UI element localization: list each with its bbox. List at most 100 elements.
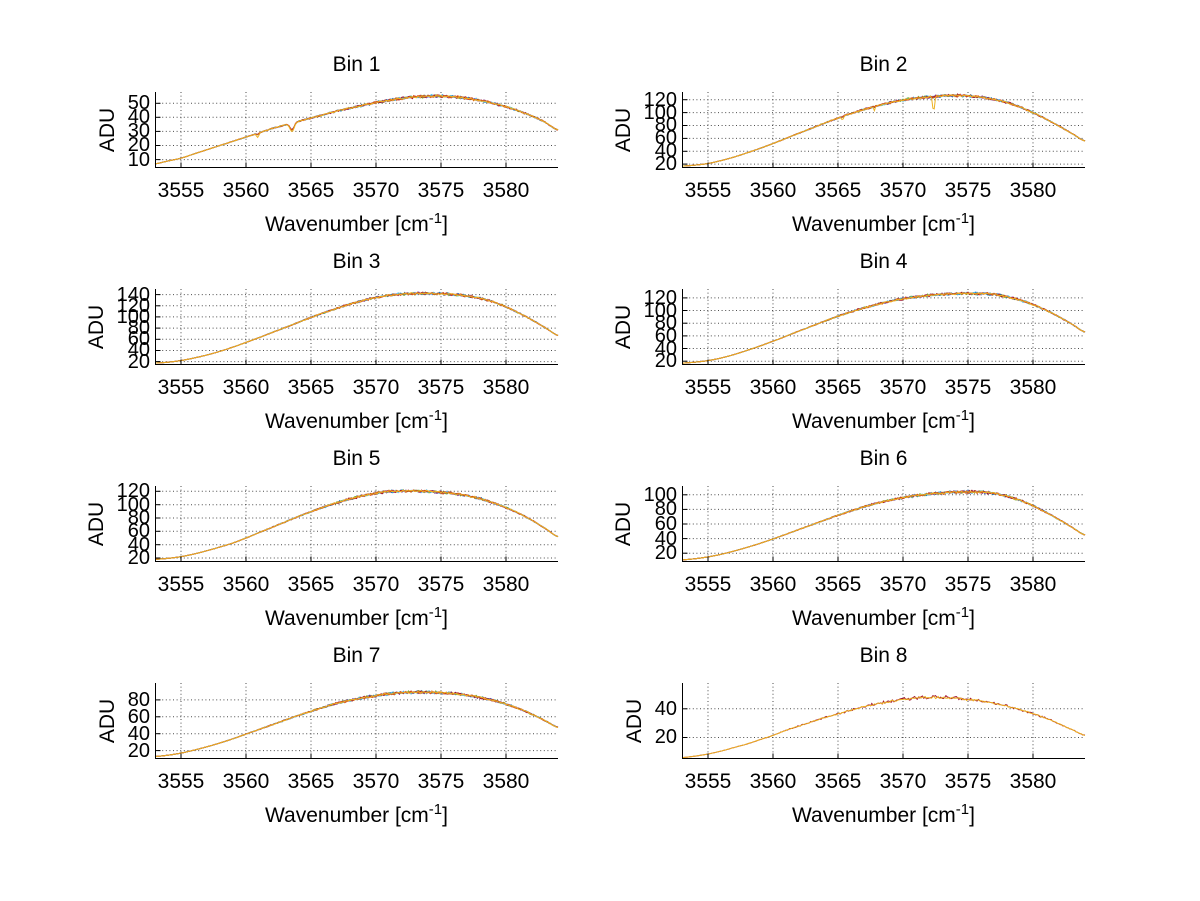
series-line: [681, 93, 1086, 167]
x-tick-label: 3575: [417, 770, 465, 793]
y-tick-label: 40: [654, 527, 677, 550]
x-axis-label-superscript: -1: [428, 801, 443, 818]
series-line: [681, 94, 1086, 167]
plot-title: Bin 8: [859, 644, 908, 667]
x-tick-label: 3555: [157, 573, 205, 596]
x-tick-label: 3575: [944, 179, 992, 202]
y-tick-label: 40: [127, 339, 150, 362]
y-axis-label: ADU: [84, 501, 108, 547]
y-tick-label: 10: [127, 148, 150, 171]
x-tick-label: 3555: [684, 376, 732, 399]
x-tick-label: 3580: [1009, 179, 1057, 202]
x-tick-label: 3575: [417, 573, 465, 596]
x-axis-label-superscript: -1: [955, 210, 970, 227]
x-tick-label: 3575: [944, 573, 992, 596]
x-tick-label: 3560: [749, 573, 797, 596]
y-tick-label: 40: [654, 140, 677, 163]
series-line: [681, 93, 1086, 167]
plot-area: [154, 289, 559, 365]
x-tick-label: 3565: [814, 573, 862, 596]
subplot-bin-6: Bin 6 ADU 20 40 60 80 100 3555 3560 3565 3570 35…: [532, 444, 1132, 649]
y-tick-label: 80: [654, 312, 677, 335]
x-tick-label: 3580: [1009, 770, 1057, 793]
x-axis-label-text: Wavenumber [cm: [792, 213, 956, 236]
x-tick-label: 3575: [944, 770, 992, 793]
x-axis-label-text: Wavenumber [cm: [265, 607, 429, 630]
subplot-bin-8: Bin 8 ADU 20 40 3555 3560 3565 3570 3575 3580 …: [532, 641, 1132, 846]
x-axis-label: Wavenumber [cm-1]: [682, 210, 1085, 237]
plot-title: Bin 5: [332, 447, 381, 470]
series-line: [681, 93, 1086, 167]
plot-area: [155, 486, 559, 562]
x-tick-label: 3575: [944, 376, 992, 399]
x-tick-label: 3560: [222, 179, 270, 202]
x-axis-label-close: ]: [442, 804, 448, 827]
y-tick-label: 20: [654, 153, 677, 176]
y-tick-label: 20: [127, 739, 150, 762]
plot-area: [681, 683, 1086, 759]
x-tick-label: 3555: [684, 770, 732, 793]
series-line: [154, 292, 559, 364]
y-tick-label: 100: [116, 305, 150, 328]
y-tick-label: 100: [643, 101, 677, 124]
y-tick-label: 40: [127, 722, 150, 745]
y-tick-label: 20: [654, 542, 677, 565]
y-tick-label: 60: [654, 513, 677, 535]
y-tick-label: 60: [127, 520, 150, 543]
x-tick-label: 3565: [814, 179, 862, 202]
y-axis-label: ADU: [611, 304, 635, 350]
plot-area: [681, 92, 1086, 168]
x-axis-label-superscript: -1: [955, 604, 970, 621]
x-tick-label: 3555: [684, 573, 732, 596]
x-axis-label-close: ]: [442, 410, 448, 433]
x-tick-label: 3580: [1009, 376, 1057, 399]
y-axis-label: ADU: [96, 107, 119, 153]
plot-area: [681, 289, 1086, 365]
x-axis-label: Wavenumber [cm-1]: [682, 407, 1085, 434]
y-tick-label: 60: [654, 324, 677, 347]
x-axis-label-close: ]: [969, 607, 975, 630]
series-line: [681, 695, 1086, 759]
x-tick-label: 3580: [482, 573, 530, 596]
plot-title: Bin 2: [859, 53, 908, 76]
x-tick-label: 3570: [879, 573, 927, 596]
subplot-bin-2: Bin 2 ADU 20 40 60 80 100 120 3555 3560 3565 357…: [532, 50, 1132, 255]
x-tick-label: 3565: [287, 179, 335, 202]
x-tick-label: 3565: [287, 770, 335, 793]
y-tick-label: 80: [127, 317, 150, 340]
y-tick-label: 120: [643, 88, 677, 111]
y-tick-label: 20: [654, 726, 677, 749]
x-axis-label-superscript: -1: [428, 407, 443, 424]
y-tick-label: 40: [127, 106, 150, 129]
x-tick-label: 3560: [749, 179, 797, 202]
subplot-bin-5: Bin 5 ADU 20 40 60 80 100 120 3555 3560 3565 357…: [5, 444, 605, 649]
x-tick-label: 3580: [1009, 573, 1057, 596]
x-tick-label: 3570: [352, 376, 400, 399]
y-tick-label: 100: [116, 493, 150, 516]
y-tick-label: 80: [654, 498, 677, 521]
x-tick-label: 3580: [482, 179, 530, 202]
x-axis-label-text: Wavenumber [cm: [792, 410, 956, 433]
series-line: [155, 489, 559, 560]
x-axis-label-superscript: -1: [428, 210, 443, 227]
series-line: [154, 690, 559, 757]
x-axis-label: Wavenumber [cm-1]: [155, 210, 558, 237]
series-line: [154, 94, 559, 165]
plot-area: [154, 92, 559, 168]
series-line: [154, 94, 559, 165]
x-axis-label: Wavenumber [cm-1]: [155, 801, 558, 828]
x-tick-label: 3570: [352, 770, 400, 793]
y-tick-label: 80: [127, 688, 150, 711]
x-axis-label-close: ]: [969, 410, 975, 433]
x-tick-label: 3565: [814, 770, 862, 793]
x-axis-label-close: ]: [969, 213, 975, 236]
x-axis-label-text: Wavenumber [cm: [265, 213, 429, 236]
y-axis-label: ADU: [84, 304, 108, 350]
x-tick-label: 3560: [749, 770, 797, 793]
x-axis-label: Wavenumber [cm-1]: [155, 407, 558, 434]
y-tick-label: 60: [654, 127, 677, 150]
x-axis-label-text: Wavenumber [cm: [792, 607, 956, 630]
x-tick-label: 3560: [222, 573, 270, 596]
x-tick-label: 3555: [157, 179, 205, 202]
